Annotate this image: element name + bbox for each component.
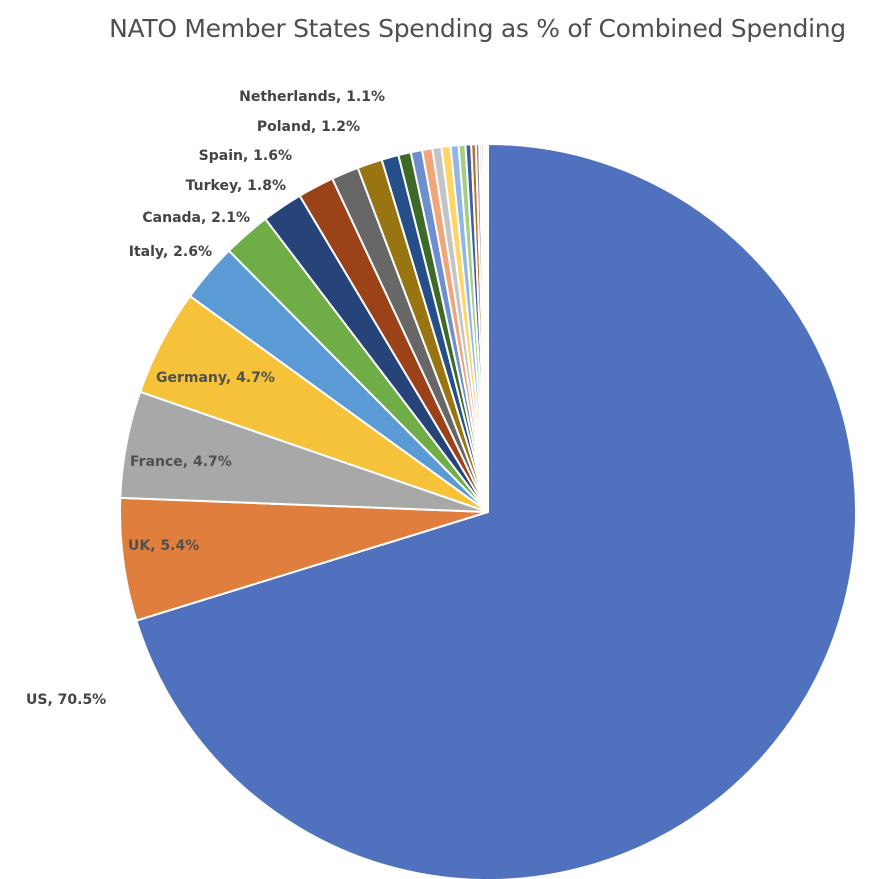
data-label-canada: Canada, 2.1% <box>142 210 250 226</box>
data-label-netherlands: Netherlands, 1.1% <box>239 89 385 105</box>
data-label-uk: UK, 5.4% <box>128 538 199 554</box>
pie-slice-us <box>135 142 857 879</box>
pie-slice-25 <box>486 142 489 513</box>
data-label-turkey: Turkey, 1.8% <box>186 178 286 194</box>
pie-labels: US, 70.5% UK, 5.4% France, 4.7% Germany, 4.… <box>26 89 385 708</box>
data-label-italy: Italy, 2.6% <box>129 244 212 260</box>
data-label-germany: Germany, 4.7% <box>156 370 275 386</box>
data-label-poland: Poland, 1.2% <box>257 119 360 135</box>
data-label-us: US, 70.5% <box>26 692 106 708</box>
data-label-france: France, 4.7% <box>130 454 232 470</box>
data-label-spain: Spain, 1.6% <box>199 148 292 164</box>
chart-title: NATO Member States Spending as % of Comb… <box>109 14 846 43</box>
pie-slices <box>119 142 857 879</box>
